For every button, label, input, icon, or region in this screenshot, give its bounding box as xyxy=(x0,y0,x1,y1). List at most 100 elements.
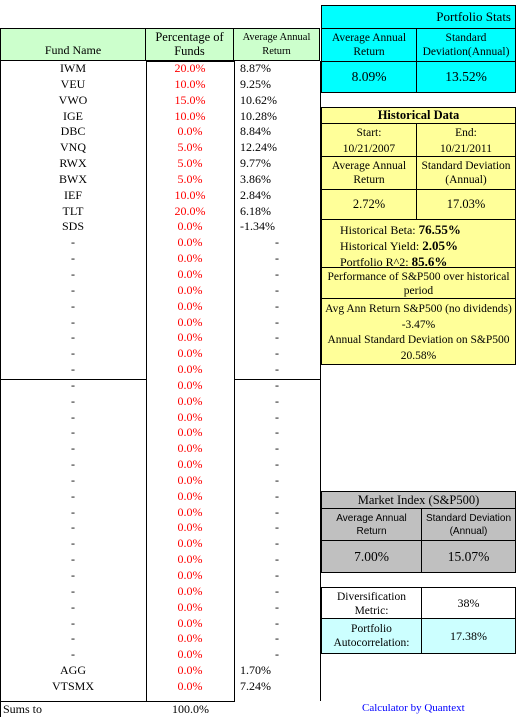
fund-name-cell[interactable]: - xyxy=(71,599,75,614)
fund-percentage-cell[interactable]: 0.0% xyxy=(177,235,203,250)
historical-end-value: 10/21/2011 xyxy=(440,143,492,155)
fund-percentage-cell[interactable]: 5.0% xyxy=(177,171,203,186)
historical-avg-return-value: 2.72% xyxy=(321,189,417,220)
fund-percentage-cell[interactable]: 0.0% xyxy=(177,615,203,630)
fund-percentage-cell[interactable]: 0.0% xyxy=(177,488,203,503)
fund-name-cell[interactable]: - xyxy=(71,362,75,377)
header-fund-name: Fund Name xyxy=(0,28,146,61)
fund-percentage-cell[interactable]: 0.0% xyxy=(177,282,203,297)
fund-percentage-cell[interactable]: 20.0% xyxy=(174,203,206,218)
fund-name-cell[interactable]: TLT xyxy=(62,203,84,218)
historical-end: End: 10/21/2011 xyxy=(416,123,516,157)
fund-name-cell[interactable]: IWM xyxy=(60,61,86,75)
fund-percentage-cell[interactable]: 0.0% xyxy=(177,536,203,551)
fund-percentage-cell[interactable]: 0.0% xyxy=(177,647,203,662)
fund-percentage-cell[interactable]: 0.0% xyxy=(177,330,203,345)
fund-name-cell[interactable]: AGG xyxy=(60,663,86,678)
fund-name-cell[interactable]: - xyxy=(71,583,75,598)
fund-percentage-cell[interactable]: 0.0% xyxy=(177,457,203,472)
fund-name-cell[interactable]: - xyxy=(71,520,75,535)
fund-return-cell: - xyxy=(275,441,279,456)
fund-name-cell[interactable]: - xyxy=(71,393,75,408)
fund-name-cell[interactable]: - xyxy=(71,647,75,662)
fund-percentage-cell[interactable]: 0.0% xyxy=(177,124,203,139)
grid-line xyxy=(320,61,321,701)
fund-name-cell[interactable]: - xyxy=(71,314,75,329)
fund-name-cell[interactable]: RWX xyxy=(59,156,87,171)
fund-name-cell[interactable]: VTSMX xyxy=(51,678,94,693)
fund-name-cell[interactable]: - xyxy=(71,536,75,551)
fund-name-cell[interactable]: - xyxy=(71,568,75,582)
fund-name-cell[interactable]: - xyxy=(71,488,75,503)
fund-name-cell[interactable]: VEU xyxy=(60,76,86,91)
fund-name-cell[interactable]: - xyxy=(71,409,75,424)
fund-name-cell[interactable]: - xyxy=(71,472,75,487)
fund-name-cell[interactable]: VWO xyxy=(58,92,88,107)
calculator-credit-link[interactable]: Calculator by Quantext xyxy=(362,702,465,714)
fund-percentage-cell[interactable]: 0.0% xyxy=(177,631,203,646)
fund-name-cell[interactable]: SDS xyxy=(61,219,84,234)
fund-percentage-cell[interactable]: 0.0% xyxy=(177,520,203,535)
fund-percentage-cell[interactable]: 10.0% xyxy=(174,108,206,123)
fund-return-cell: - xyxy=(275,266,279,281)
fund-return-cell: 12.24% xyxy=(240,140,277,155)
fund-percentage-cell[interactable]: 0.0% xyxy=(177,552,203,567)
fund-name-cell[interactable]: IEF xyxy=(64,187,82,202)
fund-return-cell: 1.70% xyxy=(240,663,271,678)
fund-percentage-cell[interactable]: 0.0% xyxy=(177,266,203,281)
table-row: VNQ 5.0% 12.24% xyxy=(0,140,321,156)
fund-percentage-cell[interactable]: 0.0% xyxy=(177,441,203,456)
fund-name-cell[interactable]: - xyxy=(71,251,75,266)
fund-percentage-cell[interactable]: 0.0% xyxy=(177,393,203,408)
fund-name-cell[interactable]: - xyxy=(71,504,75,519)
fund-percentage-cell[interactable]: 0.0% xyxy=(177,472,203,487)
table-row: VEU 10.0% 9.25% xyxy=(0,77,321,93)
fund-return-cell: 2.84% xyxy=(240,187,271,202)
fund-name-cell[interactable]: - xyxy=(71,441,75,456)
fund-percentage-cell[interactable]: 20.0% xyxy=(174,61,206,75)
fund-percentage-cell[interactable]: 5.0% xyxy=(177,156,203,171)
fund-percentage-cell[interactable]: 0.0% xyxy=(177,298,203,313)
fund-percentage-cell[interactable]: 10.0% xyxy=(174,187,206,202)
fund-percentage-cell[interactable]: 0.0% xyxy=(177,219,203,234)
fund-percentage-cell[interactable]: 10.0% xyxy=(174,76,206,91)
fund-percentage-cell[interactable]: 0.0% xyxy=(177,377,203,392)
fund-percentage-cell[interactable]: 0.0% xyxy=(177,409,203,424)
fund-name-cell[interactable]: - xyxy=(71,298,75,313)
portfolio-avg-return-label: Average Annual Return xyxy=(321,28,417,62)
fund-percentage-cell[interactable]: 0.0% xyxy=(177,583,203,598)
fund-name-cell[interactable]: - xyxy=(71,266,75,281)
fund-name-cell[interactable]: DBC xyxy=(60,124,86,139)
portfolio-avg-return-value: 8.09% xyxy=(321,61,417,93)
fund-percentage-cell[interactable]: 0.0% xyxy=(177,314,203,329)
fund-percentage-cell[interactable]: 15.0% xyxy=(174,92,206,107)
table-row: - 0.0% - xyxy=(0,394,321,410)
fund-percentage-cell[interactable]: 0.0% xyxy=(177,362,203,377)
fund-name-cell[interactable]: - xyxy=(71,425,75,440)
fund-name-cell[interactable]: - xyxy=(71,377,75,392)
historical-yield-value: 2.05% xyxy=(422,238,458,253)
fund-percentage-cell[interactable]: 0.0% xyxy=(177,425,203,440)
fund-percentage-cell[interactable]: 0.0% xyxy=(177,568,203,582)
fund-percentage-cell[interactable]: 0.0% xyxy=(177,599,203,614)
table-row: - 0.0% - xyxy=(0,631,321,647)
fund-percentage-cell[interactable]: 0.0% xyxy=(177,678,203,693)
market-avg-return-label: Average Annual Return xyxy=(321,508,422,541)
fund-name-cell[interactable]: - xyxy=(71,631,75,646)
fund-name-cell[interactable]: - xyxy=(71,235,75,250)
fund-percentage-cell[interactable]: 0.0% xyxy=(177,346,203,361)
fund-percentage-cell[interactable]: 0.0% xyxy=(177,504,203,519)
diversification-label: Diversification Metric: xyxy=(321,587,422,619)
fund-name-cell[interactable]: VNQ xyxy=(60,140,86,155)
fund-name-cell[interactable]: - xyxy=(71,552,75,567)
fund-name-cell[interactable]: - xyxy=(71,330,75,345)
fund-name-cell[interactable]: - xyxy=(71,457,75,472)
fund-percentage-cell[interactable]: 0.0% xyxy=(177,251,203,266)
fund-name-cell[interactable]: BWX xyxy=(59,171,87,186)
fund-name-cell[interactable]: IGE xyxy=(63,108,83,123)
fund-percentage-cell[interactable]: 5.0% xyxy=(177,140,203,155)
fund-name-cell[interactable]: - xyxy=(71,615,75,630)
fund-name-cell[interactable]: - xyxy=(71,282,75,297)
fund-name-cell[interactable]: - xyxy=(71,346,75,361)
fund-percentage-cell[interactable]: 0.0% xyxy=(177,663,203,678)
